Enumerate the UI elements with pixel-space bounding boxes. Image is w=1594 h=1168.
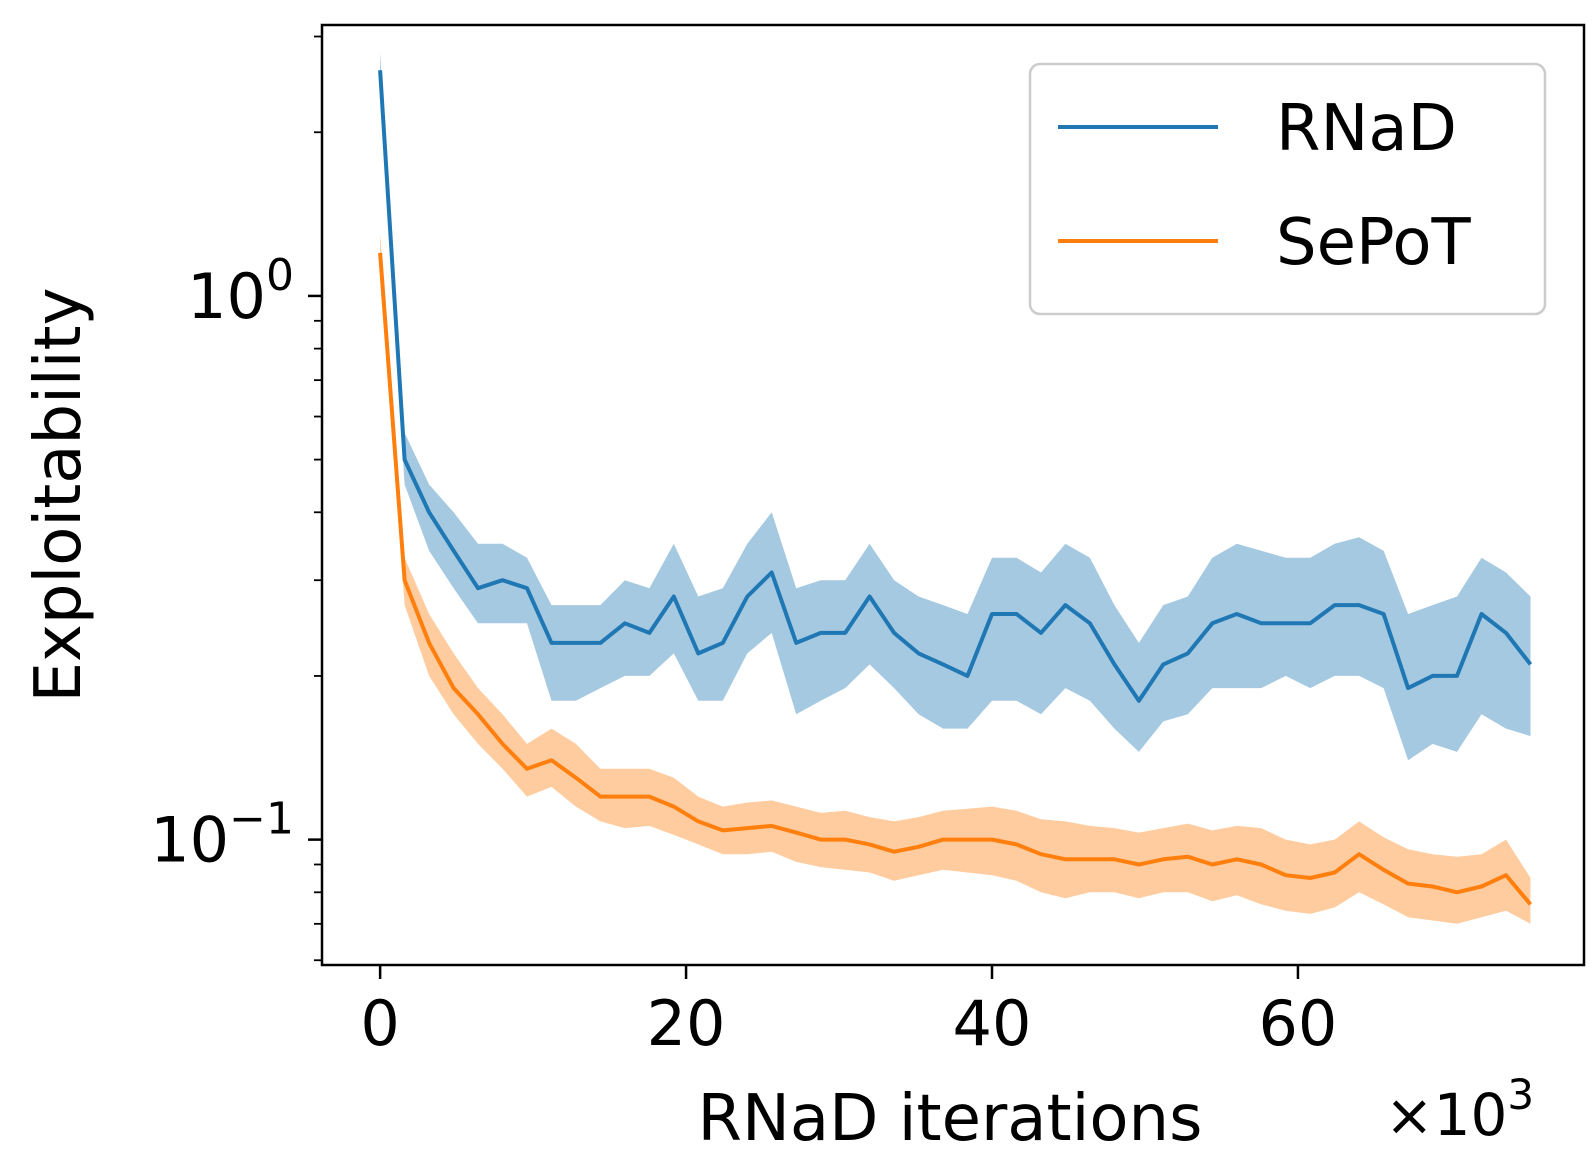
x-tick-label-20: 20 — [647, 987, 726, 1060]
confidence-bands — [380, 52, 1531, 924]
x-tick-label-0: 0 — [360, 987, 399, 1060]
line-sepot — [378, 252, 1533, 906]
y-axis-label: Exploitability — [22, 288, 96, 703]
band-rnad — [380, 52, 1531, 761]
legend-label-rnad: RNaD — [1276, 92, 1457, 166]
x-axis-ticks: 0 20 40 60 — [360, 965, 1337, 1060]
legend: RNaD SePoT — [1028, 62, 1547, 316]
line-rnad — [378, 70, 1533, 703]
x-tick-label-60: 60 — [1258, 987, 1337, 1060]
y-tick-label: 10−1 — [150, 794, 294, 877]
series-lines — [378, 70, 1533, 906]
x-offset-base: ×10 — [1385, 1081, 1507, 1149]
x-axis-label: RNaD iterations — [698, 1082, 1203, 1156]
legend-label-sepot: SePoT — [1276, 206, 1471, 280]
x-offset-label: ×103 — [1385, 1070, 1534, 1149]
x-offset-exponent: 3 — [1507, 1070, 1534, 1119]
band-sepot — [380, 234, 1531, 924]
x-tick-label-40: 40 — [953, 987, 1032, 1060]
y-axis-ticks: 100 10−1 — [150, 35, 322, 962]
axes-frame — [320, 23, 1586, 967]
y-tick-label: 100 — [187, 250, 294, 333]
